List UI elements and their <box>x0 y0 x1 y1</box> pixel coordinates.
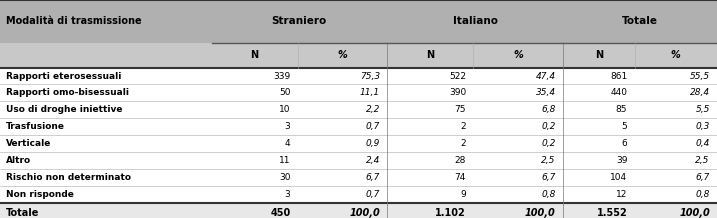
Text: 28: 28 <box>455 156 466 165</box>
Text: 4: 4 <box>285 139 290 148</box>
Text: Altro: Altro <box>6 156 31 165</box>
Text: 9: 9 <box>460 190 466 199</box>
Text: 0,7: 0,7 <box>366 190 380 199</box>
Text: 390: 390 <box>449 89 466 97</box>
Text: 6,7: 6,7 <box>695 173 710 182</box>
Text: 0,2: 0,2 <box>541 122 556 131</box>
Text: Rapporti omo-bisessuali: Rapporti omo-bisessuali <box>6 89 129 97</box>
Text: Uso di droghe iniettive: Uso di droghe iniettive <box>6 105 122 114</box>
Text: 55,5: 55,5 <box>690 72 710 80</box>
Text: 28,4: 28,4 <box>690 89 710 97</box>
Text: 12: 12 <box>616 190 627 199</box>
Text: 104: 104 <box>610 173 627 182</box>
Text: 0,4: 0,4 <box>695 139 710 148</box>
Text: 100,0: 100,0 <box>679 208 710 218</box>
Bar <box>0 203 717 218</box>
Text: 2,5: 2,5 <box>695 156 710 165</box>
Text: 861: 861 <box>610 72 627 80</box>
Bar <box>0 186 717 203</box>
Text: 47,4: 47,4 <box>536 72 556 80</box>
Text: 11,1: 11,1 <box>360 89 380 97</box>
Text: Italiano: Italiano <box>452 16 498 26</box>
Bar <box>0 135 717 152</box>
Text: N: N <box>250 50 259 60</box>
Text: 2,5: 2,5 <box>541 156 556 165</box>
Text: Verticale: Verticale <box>6 139 51 148</box>
Bar <box>0 68 717 85</box>
Bar <box>0 101 717 118</box>
Text: 0,9: 0,9 <box>366 139 380 148</box>
Text: N: N <box>594 50 603 60</box>
Text: 85: 85 <box>616 105 627 114</box>
Text: 6,7: 6,7 <box>366 173 380 182</box>
Text: 2: 2 <box>460 122 466 131</box>
Bar <box>0 43 717 68</box>
Text: 50: 50 <box>279 89 290 97</box>
Text: 6: 6 <box>622 139 627 148</box>
Text: 5: 5 <box>622 122 627 131</box>
Text: Totale: Totale <box>622 16 658 26</box>
Text: 0,8: 0,8 <box>695 190 710 199</box>
Text: 0,2: 0,2 <box>541 139 556 148</box>
Text: 0,8: 0,8 <box>541 190 556 199</box>
Text: 2: 2 <box>460 139 466 148</box>
Text: 522: 522 <box>449 72 466 80</box>
Text: %: % <box>513 50 523 60</box>
Text: 2,2: 2,2 <box>366 105 380 114</box>
Text: Modalità di trasmissione: Modalità di trasmissione <box>6 16 141 26</box>
Text: 75: 75 <box>455 105 466 114</box>
Text: 1.552: 1.552 <box>597 208 627 218</box>
Bar <box>0 85 717 101</box>
Text: 1.102: 1.102 <box>435 208 466 218</box>
Text: N: N <box>426 50 435 60</box>
Text: 3: 3 <box>285 190 290 199</box>
Text: 100,0: 100,0 <box>349 208 380 218</box>
Text: 35,4: 35,4 <box>536 89 556 97</box>
Text: %: % <box>671 50 680 60</box>
Text: Straniero: Straniero <box>272 16 327 26</box>
Text: 10: 10 <box>279 105 290 114</box>
Text: 6,8: 6,8 <box>541 105 556 114</box>
Text: Non risponde: Non risponde <box>6 190 74 199</box>
Text: 2,4: 2,4 <box>366 156 380 165</box>
Text: Totale: Totale <box>6 208 39 218</box>
Text: 450: 450 <box>270 208 290 218</box>
Text: 5,5: 5,5 <box>695 105 710 114</box>
Text: 3: 3 <box>285 122 290 131</box>
Text: Rapporti eterosessuali: Rapporti eterosessuali <box>6 72 121 80</box>
Bar <box>0 0 717 43</box>
Bar <box>0 118 717 135</box>
Text: 39: 39 <box>616 156 627 165</box>
Text: 0,7: 0,7 <box>366 122 380 131</box>
Text: 74: 74 <box>455 173 466 182</box>
Text: 100,0: 100,0 <box>525 208 556 218</box>
Text: 0,3: 0,3 <box>695 122 710 131</box>
Bar <box>0 169 717 186</box>
Text: %: % <box>338 50 347 60</box>
Text: Trasfusione: Trasfusione <box>6 122 65 131</box>
Text: 440: 440 <box>610 89 627 97</box>
Text: 339: 339 <box>273 72 290 80</box>
Text: 75,3: 75,3 <box>360 72 380 80</box>
Text: 30: 30 <box>279 173 290 182</box>
Bar <box>0 152 717 169</box>
Text: 11: 11 <box>279 156 290 165</box>
Text: 6,7: 6,7 <box>541 173 556 182</box>
Text: Rischio non determinato: Rischio non determinato <box>6 173 130 182</box>
